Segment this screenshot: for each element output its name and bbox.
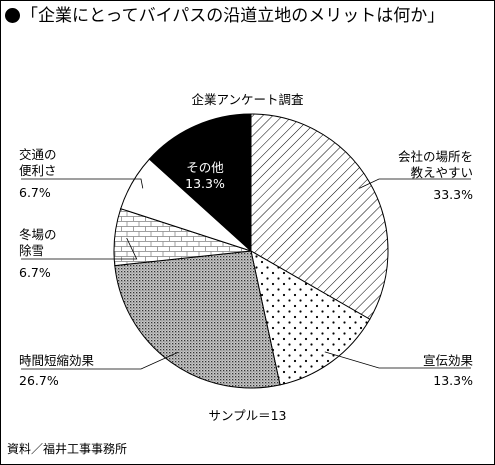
slice-label-location: 会社の場所を 教えやすい 33.3% — [331, 149, 473, 203]
slice-value-advertising: 13.3% — [433, 373, 473, 388]
slice-label-transport-line2: 便利さ — [19, 163, 57, 178]
chart-title: 企業アンケート調査 — [191, 92, 304, 107]
slice-label-other: その他 13.3% — [159, 160, 251, 192]
leader-line-advertising — [324, 351, 471, 369]
leader-line-location — [359, 178, 471, 189]
slice-value-time-saving: 26.7% — [19, 373, 59, 388]
slice-label-time-saving: 時間短縮効果 26.7% — [19, 353, 94, 389]
header: 「企業にとってバイパスの沿道立地のメリットは何か」 — [5, 5, 444, 27]
slice-label-location-line2: 教えやすい — [410, 165, 473, 180]
slice-label-advertising: 宣伝効果 13.3% — [371, 353, 473, 389]
slice-label-transport: 交通の 便利さ 6.7% — [19, 147, 57, 201]
slice-value-transport: 6.7% — [19, 185, 51, 200]
slice-label-transport-line1: 交通の — [19, 147, 57, 162]
pie-slice-advertising — [250, 250, 371, 386]
slice-label-time-saving-line1: 時間短縮効果 — [19, 353, 95, 368]
bullet-icon — [5, 8, 20, 23]
slice-value-other: 13.3% — [185, 176, 225, 191]
leader-line-transport — [21, 178, 144, 189]
leader-line-time-saving — [21, 351, 179, 370]
header-title: 「企業にとってバイパスの沿道立地のメリットは何か」 — [21, 6, 445, 26]
slice-label-location-line1: 会社の場所を — [397, 149, 473, 164]
slice-value-location: 33.3% — [433, 187, 473, 202]
sample-size-note: サンプル＝13 — [208, 408, 287, 423]
slice-label-snow-removal-line1: 冬場の — [19, 227, 57, 242]
slice-label-snow-removal-line2: 除雪 — [19, 243, 45, 258]
pie-slice-other — [148, 113, 252, 253]
slice-value-snow-removal: 6.7% — [19, 265, 51, 280]
leader-line-snow-removal — [21, 237, 138, 260]
pie-slice-location — [250, 113, 389, 320]
slice-label-advertising-line1: 宣伝効果 — [422, 353, 473, 368]
slice-label-other-line1: その他 — [186, 160, 224, 175]
source-credit: 資料／福井工事事務所 — [7, 442, 128, 456]
slice-label-snow-removal: 冬場の 除雪 6.7% — [19, 227, 57, 281]
pie-slice-time-saving — [114, 250, 281, 389]
